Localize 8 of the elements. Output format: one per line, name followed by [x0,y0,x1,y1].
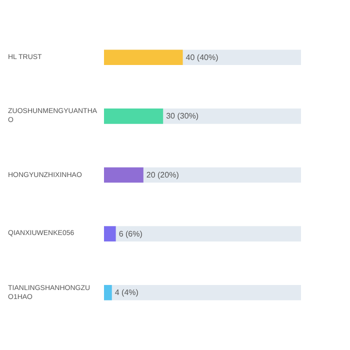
bar [104,284,112,300]
data-label: 30 (30%) [166,112,199,121]
bar [104,167,144,183]
bar [104,226,116,242]
data-label: 40 (40%) [186,52,219,62]
data-label: 4 (4%) [114,288,139,298]
data-label: 6 (6%) [118,229,143,238]
data-label: 20 (20%) [146,170,180,180]
